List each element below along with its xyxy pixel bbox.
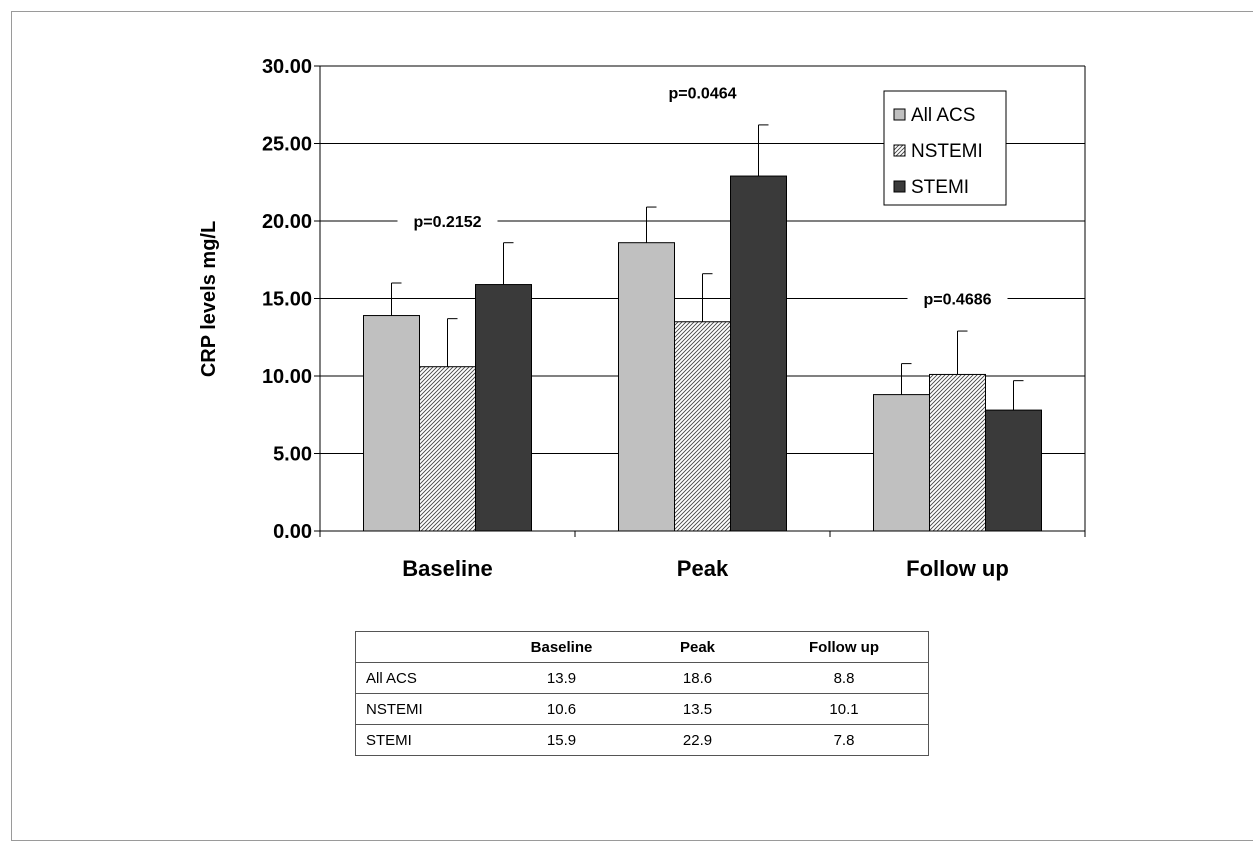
y-tick-label: 5.00	[273, 444, 312, 466]
x-category-label: Follow up	[906, 556, 1009, 581]
bar	[419, 366, 476, 532]
table-header-cell: Baseline	[488, 631, 635, 663]
table-header-cell	[355, 631, 488, 663]
table-cell: 10.1	[760, 693, 929, 725]
y-tick-label: 20.00	[262, 211, 312, 233]
table-cell: 13.9	[488, 662, 635, 694]
table-cell: 22.9	[635, 724, 760, 756]
y-tick-label: 30.00	[262, 56, 312, 78]
table-header-cell: Follow up	[760, 631, 929, 663]
table-cell: 10.6	[488, 693, 635, 725]
bar	[873, 394, 930, 532]
bar	[674, 321, 731, 532]
legend-label: All ACS	[911, 105, 975, 126]
bar	[730, 175, 787, 532]
y-tick-label: 15.00	[262, 289, 312, 311]
y-tick-label: 0.00	[273, 521, 312, 543]
bar	[929, 373, 986, 532]
bar	[985, 409, 1042, 532]
p-value-annotation: p=0.0464	[668, 85, 736, 102]
y-axis-title: CRP levels mg/L	[198, 221, 220, 377]
legend-label: NSTEMI	[911, 141, 983, 162]
annotation-bg	[397, 210, 498, 232]
legend-swatch	[893, 108, 906, 121]
bar	[475, 284, 532, 532]
row-label: All ACS	[355, 662, 488, 694]
table-cell: 13.5	[635, 693, 760, 725]
p-value-annotation: p=0.2152	[413, 214, 481, 231]
p-value-annotation: p=0.4686	[923, 292, 991, 309]
table-row: NSTEMI 10.6 13.5 10.1	[355, 693, 929, 725]
x-category-label: Peak	[677, 556, 729, 581]
table-header-row: Baseline Peak Follow up	[355, 631, 929, 663]
y-tick-label: 10.00	[262, 366, 312, 388]
legend-swatch	[893, 144, 906, 157]
annotation-bg	[652, 81, 753, 104]
legend-swatch	[893, 180, 906, 193]
table-header-cell: Peak	[635, 631, 760, 663]
bar-chart: 0.00 5.00 10.00 15.00 20.00 25.00 30.00 Baselin…	[198, 56, 1086, 581]
table-row: STEMI 15.9 22.9 7.8	[355, 724, 929, 756]
legend-label: STEMI	[911, 177, 969, 198]
row-label: NSTEMI	[355, 693, 488, 725]
table-cell: 15.9	[488, 724, 635, 756]
table-row: All ACS 13.9 18.6 8.8	[355, 662, 929, 694]
row-label: STEMI	[355, 724, 488, 756]
annotation-bg	[907, 287, 1008, 310]
bar	[618, 242, 675, 532]
data-table: Baseline Peak Follow up All ACS 13.9 18.…	[355, 631, 929, 756]
y-tick-label: 25.00	[262, 134, 312, 156]
table-cell: 8.8	[760, 662, 929, 694]
x-category-label: Baseline	[402, 556, 493, 581]
table-cell: 18.6	[635, 662, 760, 694]
bar	[363, 315, 420, 532]
table-cell: 7.8	[760, 724, 929, 756]
